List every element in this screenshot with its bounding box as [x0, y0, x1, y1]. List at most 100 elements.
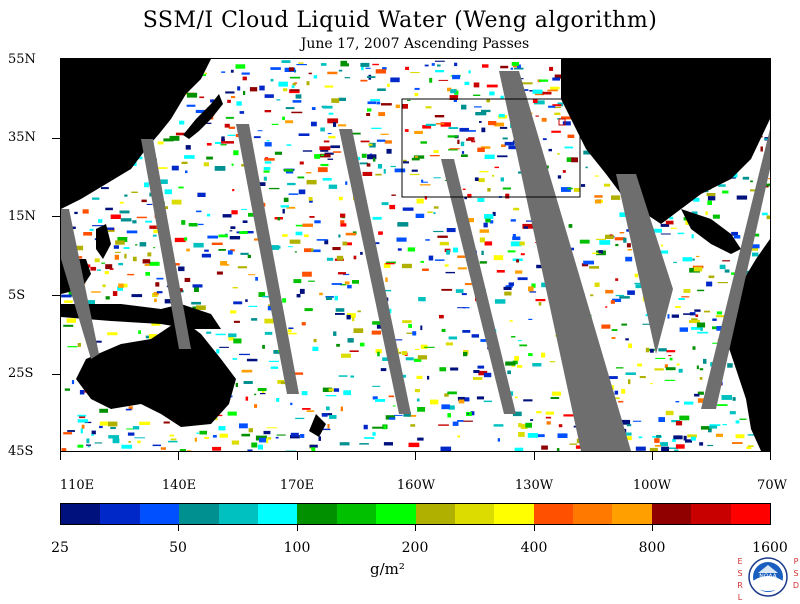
cloud-pixel: [239, 354, 250, 355]
cloud-pixel: [168, 441, 178, 443]
cloud-pixel: [126, 409, 132, 411]
cloud-pixel: [290, 89, 300, 91]
cloud-pixel: [468, 70, 470, 73]
cloud-pixel: [485, 241, 493, 245]
cloud-pixel: [504, 287, 512, 290]
y-label-35n: 35N: [8, 130, 36, 145]
cloud-pixel: [497, 270, 505, 273]
cloud-pixel: [335, 313, 345, 315]
cloud-pixel: [454, 63, 457, 66]
cloud-pixel: [216, 334, 226, 336]
cloud-pixel: [106, 296, 110, 299]
cloud-pixel: [345, 77, 351, 78]
cloud-pixel: [300, 434, 304, 438]
cloud-pixel: [387, 149, 392, 154]
cloud-pixel: [519, 345, 527, 347]
cloud-pixel: [285, 120, 293, 123]
cloud-pixel: [237, 86, 240, 90]
cloud-pixel: [147, 204, 153, 205]
cloud-pixel: [332, 247, 340, 250]
cloud-pixel: [230, 310, 236, 313]
cloud-pixel: [619, 296, 630, 299]
cloud-pixel: [128, 441, 131, 443]
cloud-pixel: [368, 144, 372, 146]
cloud-pixel: [251, 318, 257, 321]
cloud-pixel: [533, 99, 538, 103]
cloud-pixel: [354, 328, 364, 333]
cloud-pixel: [158, 142, 164, 145]
cloud-pixel: [720, 265, 726, 269]
cloud-pixel: [372, 427, 382, 429]
cloud-pixel: [121, 218, 132, 221]
cloud-pixel: [367, 163, 371, 166]
cloud-pixel: [378, 112, 385, 116]
cloud-pixel: [145, 264, 150, 266]
cloud-pixel: [543, 138, 547, 140]
cloud-pixel: [310, 445, 318, 448]
cloud-pixel: [447, 228, 456, 232]
cloud-pixel: [467, 413, 469, 414]
colorbar-label-800: 800: [639, 540, 666, 556]
cloud-pixel: [405, 67, 409, 70]
cloud-pixel: [700, 377, 703, 380]
colorbar-tick: [178, 525, 179, 531]
cloud-pixel: [697, 290, 704, 292]
cloud-pixel: [230, 226, 235, 229]
cloud-pixel: [542, 118, 547, 122]
cloud-pixel: [736, 434, 745, 438]
cloud-pixel: [417, 399, 420, 402]
cloud-pixel: [324, 141, 330, 143]
cloud-pixel: [372, 331, 381, 335]
cloud-pixel: [568, 135, 575, 138]
cloud-pixel: [385, 277, 387, 282]
cloud-pixel: [135, 244, 137, 245]
cloud-pixel: [65, 388, 70, 390]
cloud-pixel: [733, 397, 736, 401]
cloud-pixel: [481, 128, 485, 133]
cloud-pixel: [676, 444, 685, 448]
cloud-pixel: [479, 121, 482, 123]
chart-subtitle: June 17, 2007 Ascending Passes: [0, 36, 800, 52]
cloud-pixel: [258, 130, 263, 131]
cloud-pixel: [453, 422, 459, 426]
cloud-pixel: [563, 414, 574, 416]
cloud-pixel: [767, 215, 770, 219]
swath-3: [236, 124, 299, 394]
cloud-pixel: [421, 180, 423, 183]
cloud-pixel: [213, 435, 217, 438]
cloud-pixel: [727, 363, 733, 368]
cloud-pixel: [350, 350, 359, 352]
cloud-pixel: [412, 170, 418, 172]
cloud-pixel: [594, 195, 602, 198]
cloud-pixel: [290, 77, 300, 79]
cloud-pixel: [473, 95, 480, 96]
cloud-pixel: [426, 106, 432, 108]
cloud-pixel: [327, 118, 338, 123]
cloud-pixel: [326, 395, 337, 396]
cloud-pixel: [187, 93, 197, 98]
cloud-pixel: [462, 151, 464, 154]
cloud-pixel: [327, 258, 333, 261]
cloud-pixel: [523, 399, 532, 401]
cloud-pixel: [205, 73, 207, 75]
cloud-pixel: [118, 263, 123, 265]
cloud-pixel: [92, 225, 103, 226]
cloud-pixel: [546, 417, 551, 419]
cloud-pixel: [460, 128, 470, 132]
cloud-pixel: [165, 189, 172, 194]
cloud-pixel: [525, 423, 532, 428]
cloud-pixel: [370, 154, 372, 155]
cloud-pixel: [595, 283, 600, 287]
cloud-pixel: [258, 445, 263, 450]
cloud-pixel: [384, 426, 386, 430]
cloud-pixel: [144, 182, 149, 187]
colorbar-segment: [612, 504, 651, 524]
cloud-pixel: [236, 383, 238, 387]
cloud-pixel: [189, 223, 198, 227]
cloud-pixel: [391, 195, 395, 196]
cloud-pixel: [202, 254, 211, 258]
colorbar-segment: [691, 504, 730, 524]
cloud-pixel: [537, 434, 544, 437]
cloud-pixel: [302, 224, 313, 227]
cloud-pixel: [187, 450, 192, 451]
